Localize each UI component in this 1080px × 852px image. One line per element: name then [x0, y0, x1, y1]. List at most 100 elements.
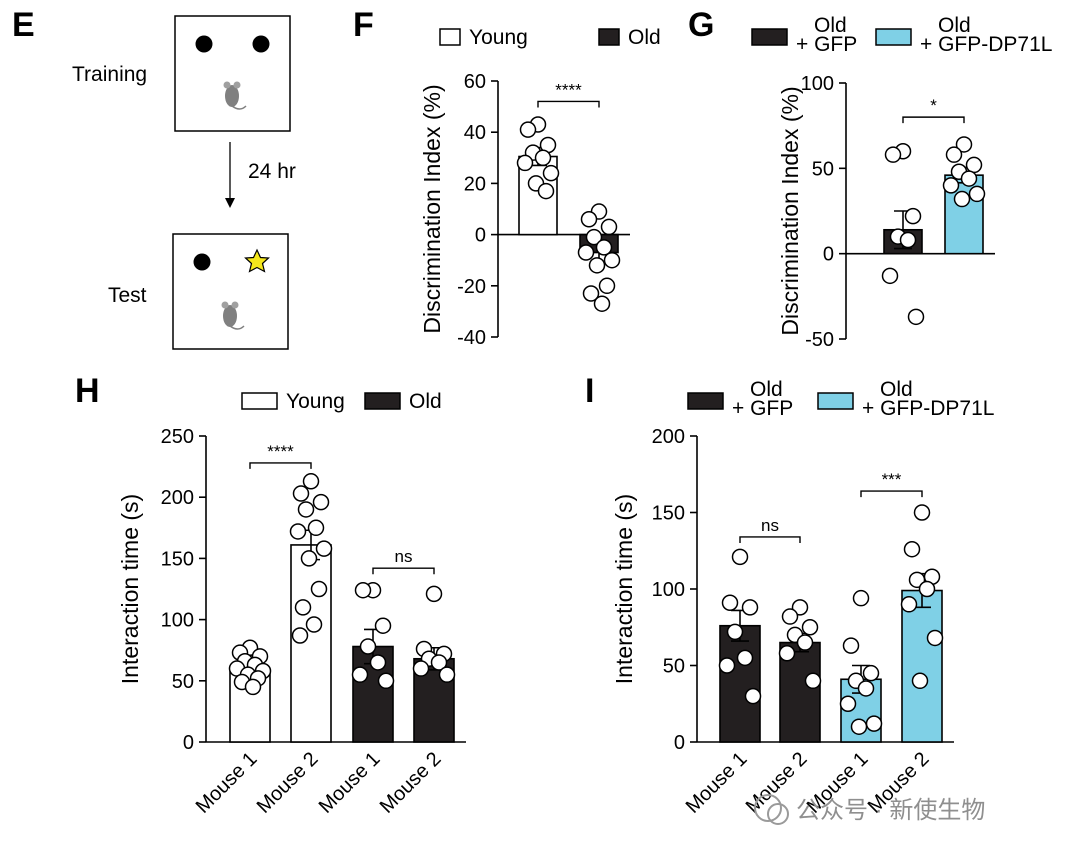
data-point — [430, 654, 448, 671]
data-point — [955, 136, 973, 153]
watermark-text: 公众号 · 新使生物 — [796, 797, 985, 824]
data-point — [718, 657, 736, 674]
test-arena — [172, 233, 289, 350]
y-tick-label: 50 — [812, 158, 834, 180]
data-point — [294, 599, 312, 616]
test-label: Test — [108, 284, 147, 307]
x-category-label: Mouse 2 — [376, 748, 446, 818]
test-familiar-object — [193, 253, 211, 271]
y-tick-label: 0 — [183, 732, 194, 754]
legend-swatch — [687, 392, 724, 410]
data-point — [913, 504, 931, 521]
data-point — [781, 608, 799, 625]
data-point — [593, 295, 611, 312]
wechat-icon-bubble — [767, 803, 789, 825]
y-tick-label: 50 — [172, 671, 194, 693]
y-tick-label: 200 — [652, 426, 685, 448]
data-point — [907, 308, 925, 326]
legend-label-line: Old — [880, 378, 913, 401]
legend-swatch — [875, 28, 912, 46]
y-tick-label: -40 — [457, 327, 486, 349]
data-point — [918, 580, 936, 598]
data-point — [852, 589, 870, 607]
y-tick-label: 50 — [663, 656, 685, 678]
significance-bracket — [860, 490, 923, 498]
y-tick-label: -20 — [457, 276, 486, 298]
data-point — [778, 645, 796, 662]
y-tick-label: 20 — [464, 173, 486, 195]
data-point — [244, 678, 262, 696]
legend-label: Old + GFP-DP71L — [920, 14, 1052, 56]
data-point — [881, 267, 899, 285]
training-arena — [174, 15, 291, 132]
y-axis-title: Discrimination Index (%) — [419, 84, 445, 333]
y-tick-label: 150 — [161, 548, 194, 570]
data-point — [960, 170, 978, 187]
data-point — [945, 146, 963, 163]
data-point — [438, 666, 456, 683]
bar — [290, 544, 332, 743]
data-point — [542, 164, 560, 182]
significance-label: ns — [761, 516, 779, 535]
legend-swatch — [439, 28, 461, 46]
data-point — [292, 485, 310, 502]
star-icon — [244, 248, 270, 273]
data-point — [904, 207, 922, 225]
significance-label: * — [930, 96, 937, 115]
data-point — [741, 599, 759, 616]
significance-bracket — [537, 100, 600, 108]
legend-label-line: + GFP-DP71L — [920, 33, 1052, 56]
data-point — [598, 277, 616, 295]
y-tick-label: 0 — [823, 244, 834, 266]
data-point — [839, 695, 857, 712]
significance-label: **** — [267, 442, 294, 461]
data-point — [351, 666, 369, 683]
data-point — [926, 629, 944, 647]
data-point — [953, 190, 971, 208]
legend-label: Old + GFP — [732, 378, 793, 420]
legend-swatch — [598, 28, 620, 46]
significance-bracket — [739, 536, 801, 543]
data-point — [534, 149, 552, 167]
legend-label-line: + GFP — [796, 33, 857, 56]
bar — [901, 589, 943, 743]
x-category-label: Mouse 2 — [253, 748, 323, 818]
data-point — [850, 718, 868, 735]
data-point — [537, 182, 555, 200]
data-point — [903, 540, 921, 558]
y-axis-title: Interaction time (s) — [611, 494, 637, 684]
watermark: 公众号 · 新使生物 — [754, 794, 985, 825]
legend-label-line: + GFP — [732, 397, 793, 420]
bar — [719, 624, 761, 743]
data-point — [305, 616, 323, 633]
legend-label: Old + GFP — [796, 14, 857, 56]
y-tick-label: 60 — [464, 71, 486, 93]
legend-swatch — [751, 28, 788, 46]
legend-label: Young — [469, 26, 528, 49]
mouse-icon — [223, 81, 247, 110]
data-point — [726, 623, 744, 641]
x-category-label: Mouse 1 — [682, 748, 752, 818]
legend-label: Old — [628, 26, 661, 49]
data-point — [412, 660, 430, 677]
data-point — [425, 585, 443, 603]
y-axis-title: Interaction time (s) — [117, 494, 143, 684]
data-point — [312, 493, 330, 511]
data-point — [289, 523, 307, 540]
y-tick-label: 150 — [652, 503, 685, 525]
data-point — [302, 473, 320, 490]
data-point — [369, 654, 387, 671]
legend-label-line: Old — [938, 14, 971, 37]
data-point — [862, 664, 880, 682]
panel-letter-i: I — [585, 372, 594, 410]
data-point — [796, 634, 814, 651]
y-tick-label: -50 — [805, 329, 834, 351]
data-point — [585, 228, 603, 246]
data-point — [842, 637, 860, 654]
legend-swatch — [364, 392, 401, 410]
data-point — [942, 177, 960, 194]
data-point — [968, 185, 986, 203]
